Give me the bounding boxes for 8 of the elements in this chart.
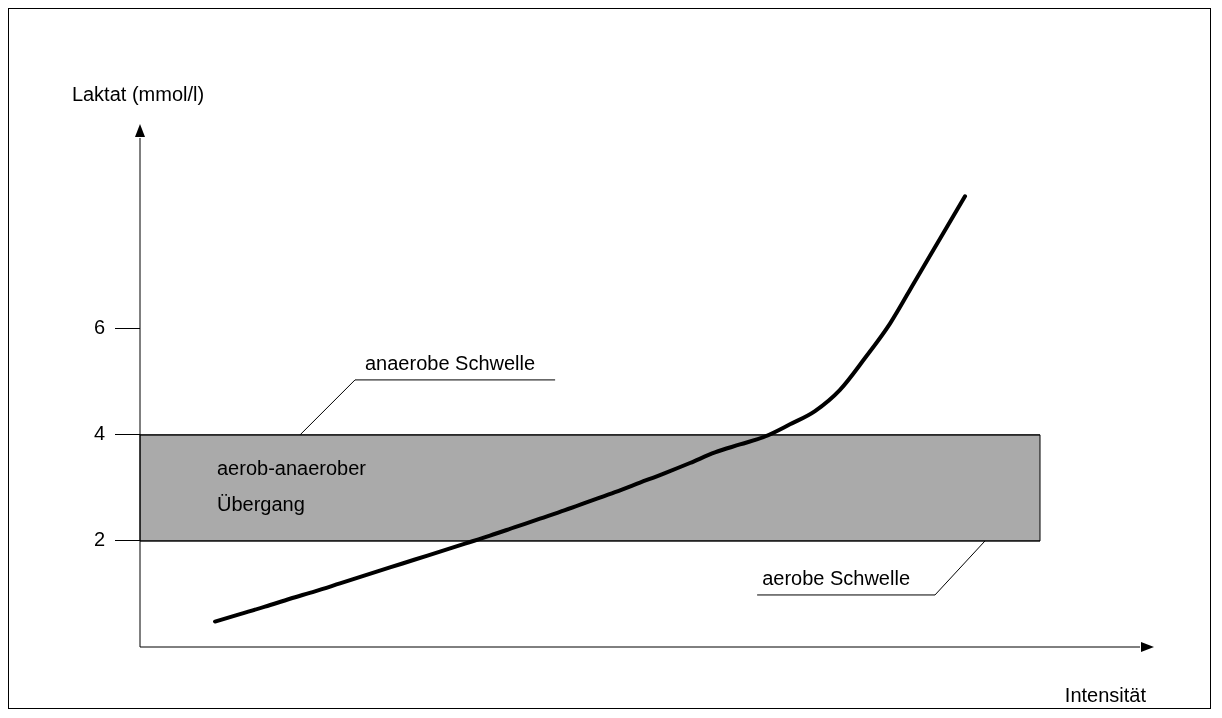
x-axis-title: Intensität xyxy=(1064,684,1147,706)
ref-line-label: anaerobe Schwelle xyxy=(365,352,536,375)
y-tick-label: 6 xyxy=(93,316,105,339)
y-tick-label: 4 xyxy=(93,422,105,445)
band-label: aerob-anaerober Übergang xyxy=(217,457,367,516)
ref-line-label: aerobe Schwelle xyxy=(762,567,910,590)
y-axis-title: Laktat (mmol/l) xyxy=(71,83,205,105)
y-tick-label: 2 xyxy=(93,528,105,551)
